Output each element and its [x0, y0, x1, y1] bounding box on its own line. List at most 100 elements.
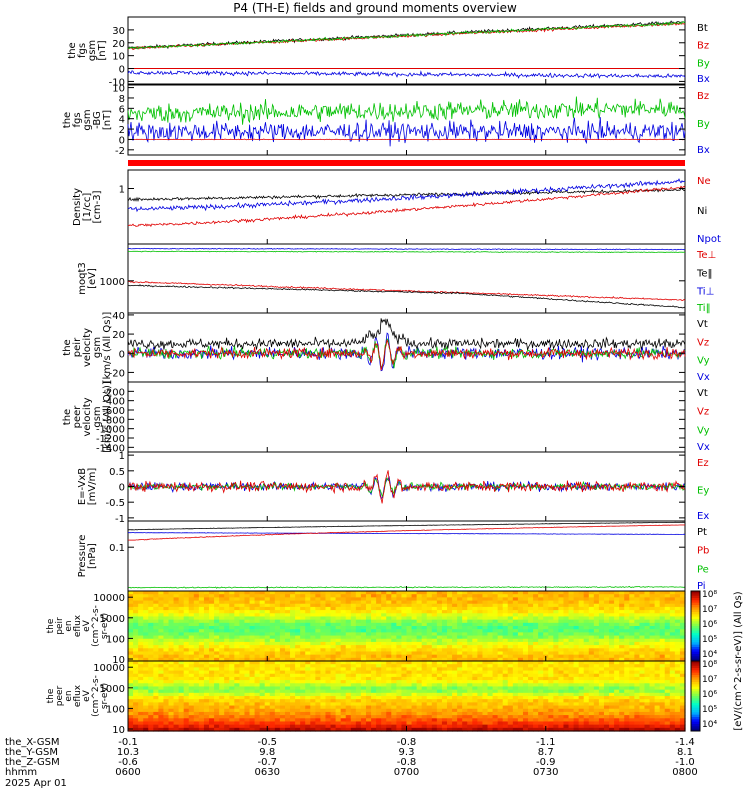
spec-cell-peer_en — [573, 721, 580, 726]
spec-cell-peir_en — [396, 641, 403, 646]
spec-cell-peer_en — [259, 664, 266, 668]
spec-cell-peir_en — [406, 591, 413, 595]
spec-cell-peer_en — [224, 699, 230, 703]
spec-cell-peir_en — [507, 622, 514, 627]
spec-cell-peer_en — [350, 692, 357, 697]
spec-cell-peir_en — [436, 594, 443, 598]
spec-cell-peir_en — [598, 651, 605, 656]
spec-cell-peer_en — [603, 692, 610, 697]
spec-cell-peer_en — [229, 705, 235, 710]
spec-cell-peer_en — [138, 711, 144, 716]
spec-cell-peer_en — [310, 721, 316, 726]
spec-cell-peir_en — [295, 619, 301, 624]
spec-cell-peer_en — [163, 727, 170, 732]
spec-cell-peir_en — [128, 591, 134, 595]
spec-cell-peer_en — [639, 721, 646, 726]
spec-cell-peer_en — [178, 683, 185, 688]
spec-cell-peer_en — [533, 699, 539, 703]
spec-cell-peer_en — [198, 683, 205, 688]
spec-cell-peir_en — [153, 635, 159, 640]
spec-cell-peer_en — [507, 676, 514, 681]
ytick-label-temp: 1000 — [100, 277, 125, 288]
spec-cell-peer_en — [284, 718, 291, 723]
spec-cell-peer_en — [330, 670, 337, 675]
spec-cell-peer_en — [305, 696, 311, 700]
spec-cell-peer_en — [360, 680, 367, 684]
spec-cell-peir_en — [619, 638, 625, 643]
spec-cell-peer_en — [477, 689, 484, 694]
spec-cell-peir_en — [274, 594, 281, 598]
spec-cell-peir_en — [654, 629, 661, 633]
spec-cell-peer_en — [649, 708, 656, 713]
spec-cell-peer_en — [639, 718, 646, 723]
spec-cell-peir_en — [396, 600, 403, 605]
spec-cell-peer_en — [259, 724, 266, 729]
spec-cell-peer_en — [224, 708, 230, 713]
spec-cell-peer_en — [659, 667, 666, 672]
spec-cell-peir_en — [507, 641, 514, 646]
spec-cell-peir_en — [467, 657, 473, 662]
spec-cell-peer_en — [598, 683, 605, 688]
spec-cell-peir_en — [345, 626, 352, 630]
spec-cell-peer_en — [360, 696, 367, 700]
spec-cell-peir_en — [649, 600, 656, 605]
spec-cell-peir_en — [178, 651, 185, 656]
spec-cell-peer_en — [173, 724, 180, 729]
spec-cell-peir_en — [325, 600, 332, 605]
spec-cell-peir_en — [669, 613, 676, 618]
spec-cell-peer_en — [603, 683, 610, 688]
spec-cell-peer_en — [593, 664, 600, 668]
spec-cell-peir_en — [533, 632, 539, 637]
spec-cell-peir_en — [614, 594, 620, 598]
spec-cell-peer_en — [163, 683, 170, 688]
spec-cell-peir_en — [467, 616, 473, 621]
spec-cell-peir_en — [568, 619, 575, 624]
spec-cell-peir_en — [406, 613, 413, 618]
spec-cell-peir_en — [371, 648, 377, 653]
spec-cell-peir_en — [664, 613, 671, 618]
spec-cell-peir_en — [502, 654, 509, 659]
spec-cell-peir_en — [345, 591, 352, 595]
spec-cell-peer_en — [396, 699, 403, 703]
spec-cell-peer_en — [629, 683, 635, 688]
spec-cell-peir_en — [548, 657, 554, 662]
spec-cell-peir_en — [391, 638, 397, 643]
spec-cell-peir_en — [528, 616, 534, 621]
spec-cell-peir_en — [355, 622, 362, 627]
spec-cell-peir_en — [609, 603, 615, 608]
spec-cell-peer_en — [517, 711, 524, 716]
spec-cell-peer_en — [315, 721, 322, 726]
spec-cell-peir_en — [153, 632, 159, 637]
spec-cell-peer_en — [335, 702, 342, 707]
spec-cell-peir_en — [426, 651, 433, 656]
spec-cell-peer_en — [598, 702, 605, 707]
spec-cell-peer_en — [244, 689, 251, 694]
spec-cell-peer_en — [335, 667, 342, 672]
spec-cell-peer_en — [396, 667, 403, 672]
spec-cell-peir_en — [447, 613, 453, 618]
spec-cell-peir_en — [654, 600, 661, 605]
spec-cell-peir_en — [249, 591, 256, 595]
spec-cell-peir_en — [528, 591, 534, 595]
spec-cell-peer_en — [583, 673, 590, 678]
spec-cell-peer_en — [624, 708, 630, 713]
spec-cell-peir_en — [462, 610, 468, 614]
spec-cell-peir_en — [209, 626, 215, 630]
spec-cell-peer_en — [472, 680, 478, 684]
spec-cell-peer_en — [340, 676, 347, 681]
spec-cell-peir_en — [193, 632, 200, 637]
spec-cell-peer_en — [355, 727, 362, 732]
ylabel-peer: [km/s (All Qs)] — [102, 381, 113, 453]
spec-cell-peer_en — [305, 661, 311, 665]
spec-cell-peer_en — [538, 664, 544, 668]
spec-cell-peir_en — [345, 645, 352, 649]
spec-cell-peer_en — [568, 670, 575, 675]
spec-cell-peir_en — [350, 619, 357, 624]
spec-cell-peer_en — [198, 670, 205, 675]
spec-cell-peir_en — [229, 616, 235, 621]
spec-cell-peir_en — [462, 619, 468, 624]
spec-cell-peir_en — [188, 613, 195, 618]
spec-cell-peer_en — [320, 696, 327, 700]
spec-cell-peer_en — [158, 664, 165, 668]
spec-cell-peir_en — [441, 591, 448, 595]
